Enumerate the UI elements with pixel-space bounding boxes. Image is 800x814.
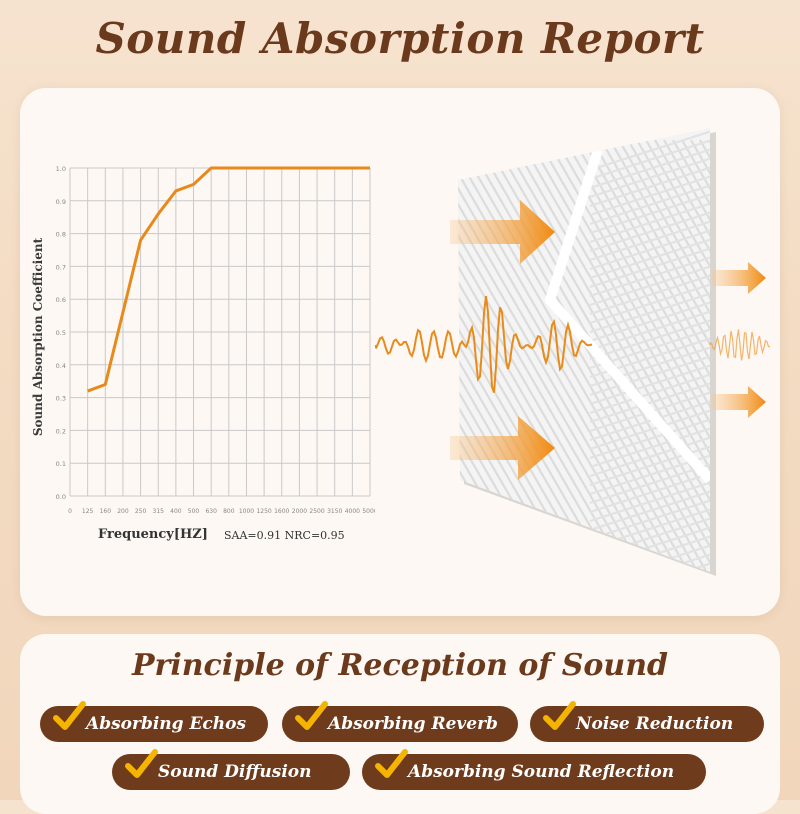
feature-absorbing-echos: Absorbing Echos bbox=[40, 701, 268, 742]
y-tick-label: 1.0 bbox=[56, 165, 66, 173]
y-tick-label: 0.4 bbox=[56, 362, 66, 370]
x-tick-labels: 0 125 160 200 250 315 400 500 630 800 1000 1250 1600… bbox=[68, 508, 375, 515]
acoustic-panel-illustration bbox=[375, 128, 771, 576]
x-axis-label: Frequency[HZ] bbox=[98, 527, 208, 542]
feature-label: Sound Diffusion bbox=[158, 762, 312, 782]
x-tick-label: 125 bbox=[82, 508, 94, 515]
y-tick-label: 0.9 bbox=[56, 198, 66, 206]
checkmark-icon bbox=[53, 701, 86, 730]
incoming-sound-wave bbox=[375, 295, 593, 393]
checkmark-icon bbox=[543, 701, 576, 730]
x-tick-label: 630 bbox=[205, 508, 217, 515]
y-tick-label: 0.6 bbox=[56, 296, 66, 304]
x-tick-label: 2000 bbox=[292, 508, 307, 515]
x-tick-label: 400 bbox=[170, 508, 182, 515]
feature-noise-reduction: Noise Reduction bbox=[530, 701, 764, 742]
x-tick-label: 4000 bbox=[345, 508, 360, 515]
chart-grid bbox=[69, 167, 371, 497]
x-tick-label: 2500 bbox=[309, 508, 324, 515]
feature-label: Absorbing Echos bbox=[86, 714, 247, 734]
incoming-arrow-bottom bbox=[450, 416, 555, 480]
outgoing-arrow-bottom bbox=[712, 386, 766, 418]
feature-label: Absorbing Sound Reflection bbox=[408, 762, 675, 782]
x-tick-label: 5000 bbox=[362, 508, 375, 515]
y-tick-label: 0.3 bbox=[56, 395, 66, 403]
x-tick-label: 1250 bbox=[256, 508, 271, 515]
saa-nrc-metrics: SAA=0.91 NRC=0.95 bbox=[224, 529, 345, 542]
page-title: Sound Absorption Report bbox=[95, 14, 705, 63]
absorption-curve bbox=[87, 166, 370, 393]
y-axis-label: Sound Absorption Coefficient bbox=[31, 237, 45, 437]
feature-sound-diffusion: Sound Diffusion bbox=[112, 749, 350, 790]
x-tick-label: 200 bbox=[117, 508, 129, 515]
x-tick-label: 1000 bbox=[239, 508, 254, 515]
x-tick-label: 160 bbox=[100, 508, 112, 515]
incoming-arrow-top bbox=[450, 200, 555, 264]
outgoing-arrow-top bbox=[712, 262, 766, 294]
y-tick-label: 0.0 bbox=[56, 493, 66, 501]
feature-label: Noise Reduction bbox=[576, 714, 734, 734]
feature-absorbing-reverb: Absorbing Reverb bbox=[282, 701, 518, 742]
feature-label: Absorbing Reverb bbox=[328, 714, 498, 734]
y-tick-labels: 0.0 0.1 0.2 0.3 0.4 0.5 0.6 0.7 0.8 0.9 1.0 bbox=[56, 165, 66, 501]
checkmark-icon bbox=[375, 749, 408, 778]
checkmark-icon bbox=[125, 749, 158, 778]
x-tick-label: 315 bbox=[153, 508, 165, 515]
y-tick-label: 0.8 bbox=[56, 231, 66, 239]
x-tick-label: 500 bbox=[188, 508, 200, 515]
absorption-chart: 0.0 0.1 0.2 0.3 0.4 0.5 0.6 0.7 0.8 0.9 1.0 0 125 16… bbox=[56, 165, 375, 515]
principle-title: Principle of Reception of Sound bbox=[131, 648, 668, 683]
x-tick-label: 250 bbox=[135, 508, 147, 515]
outgoing-sound-wave bbox=[709, 329, 771, 361]
y-tick-label: 0.5 bbox=[56, 329, 66, 337]
x-tick-label: 3150 bbox=[327, 508, 342, 515]
feature-absorbing-sound-reflection: Absorbing Sound Reflection bbox=[362, 749, 706, 790]
y-tick-label: 0.1 bbox=[56, 460, 66, 468]
x-tick-label: 0 bbox=[68, 508, 72, 515]
x-tick-label: 800 bbox=[223, 508, 235, 515]
y-tick-label: 0.2 bbox=[56, 427, 66, 435]
checkmark-icon bbox=[295, 701, 328, 730]
x-tick-label: 1600 bbox=[274, 508, 289, 515]
y-tick-label: 0.7 bbox=[56, 263, 66, 271]
